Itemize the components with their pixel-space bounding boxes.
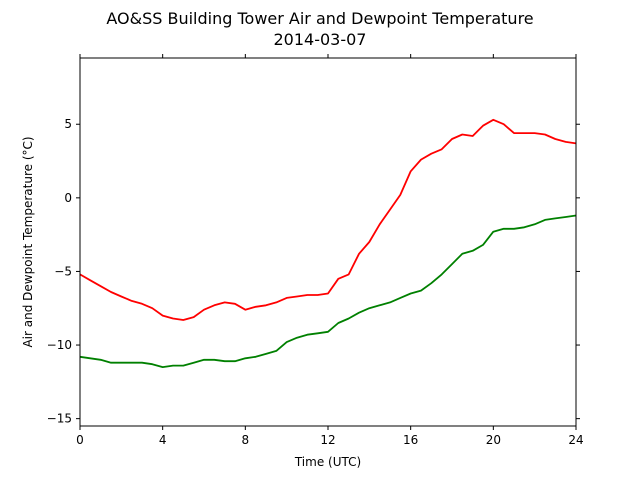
plot-lines bbox=[79, 118, 577, 369]
y-tick-label: 5 bbox=[64, 117, 72, 131]
series-line-0 bbox=[79, 118, 577, 321]
axis-ticks: 0 4 8 12 16 20 24 −15 −10 −5 0 5 bbox=[47, 54, 584, 447]
chart-title: AO&SS Building Tower Air and Dewpoint Te… bbox=[106, 9, 533, 28]
x-tick-label: 12 bbox=[320, 433, 335, 447]
y-tick-label: −10 bbox=[47, 338, 72, 352]
x-tick-label: 8 bbox=[242, 433, 250, 447]
x-tick-label: 0 bbox=[76, 433, 84, 447]
plot-frame bbox=[79, 57, 577, 427]
y-tick-label: −5 bbox=[54, 264, 72, 278]
x-tick-label: 16 bbox=[403, 433, 418, 447]
series-line-1 bbox=[79, 214, 577, 369]
y-axis-label: Air and Dewpoint Temperature (°C) bbox=[21, 136, 35, 347]
x-tick-label: 24 bbox=[568, 433, 583, 447]
x-tick-label: 4 bbox=[159, 433, 167, 447]
y-tick-label: 0 bbox=[64, 191, 72, 205]
y-tick-label: −15 bbox=[47, 412, 72, 426]
chart-subtitle: 2014-03-07 bbox=[274, 30, 367, 49]
x-tick-label: 20 bbox=[486, 433, 501, 447]
x-axis-label: Time (UTC) bbox=[294, 455, 361, 469]
